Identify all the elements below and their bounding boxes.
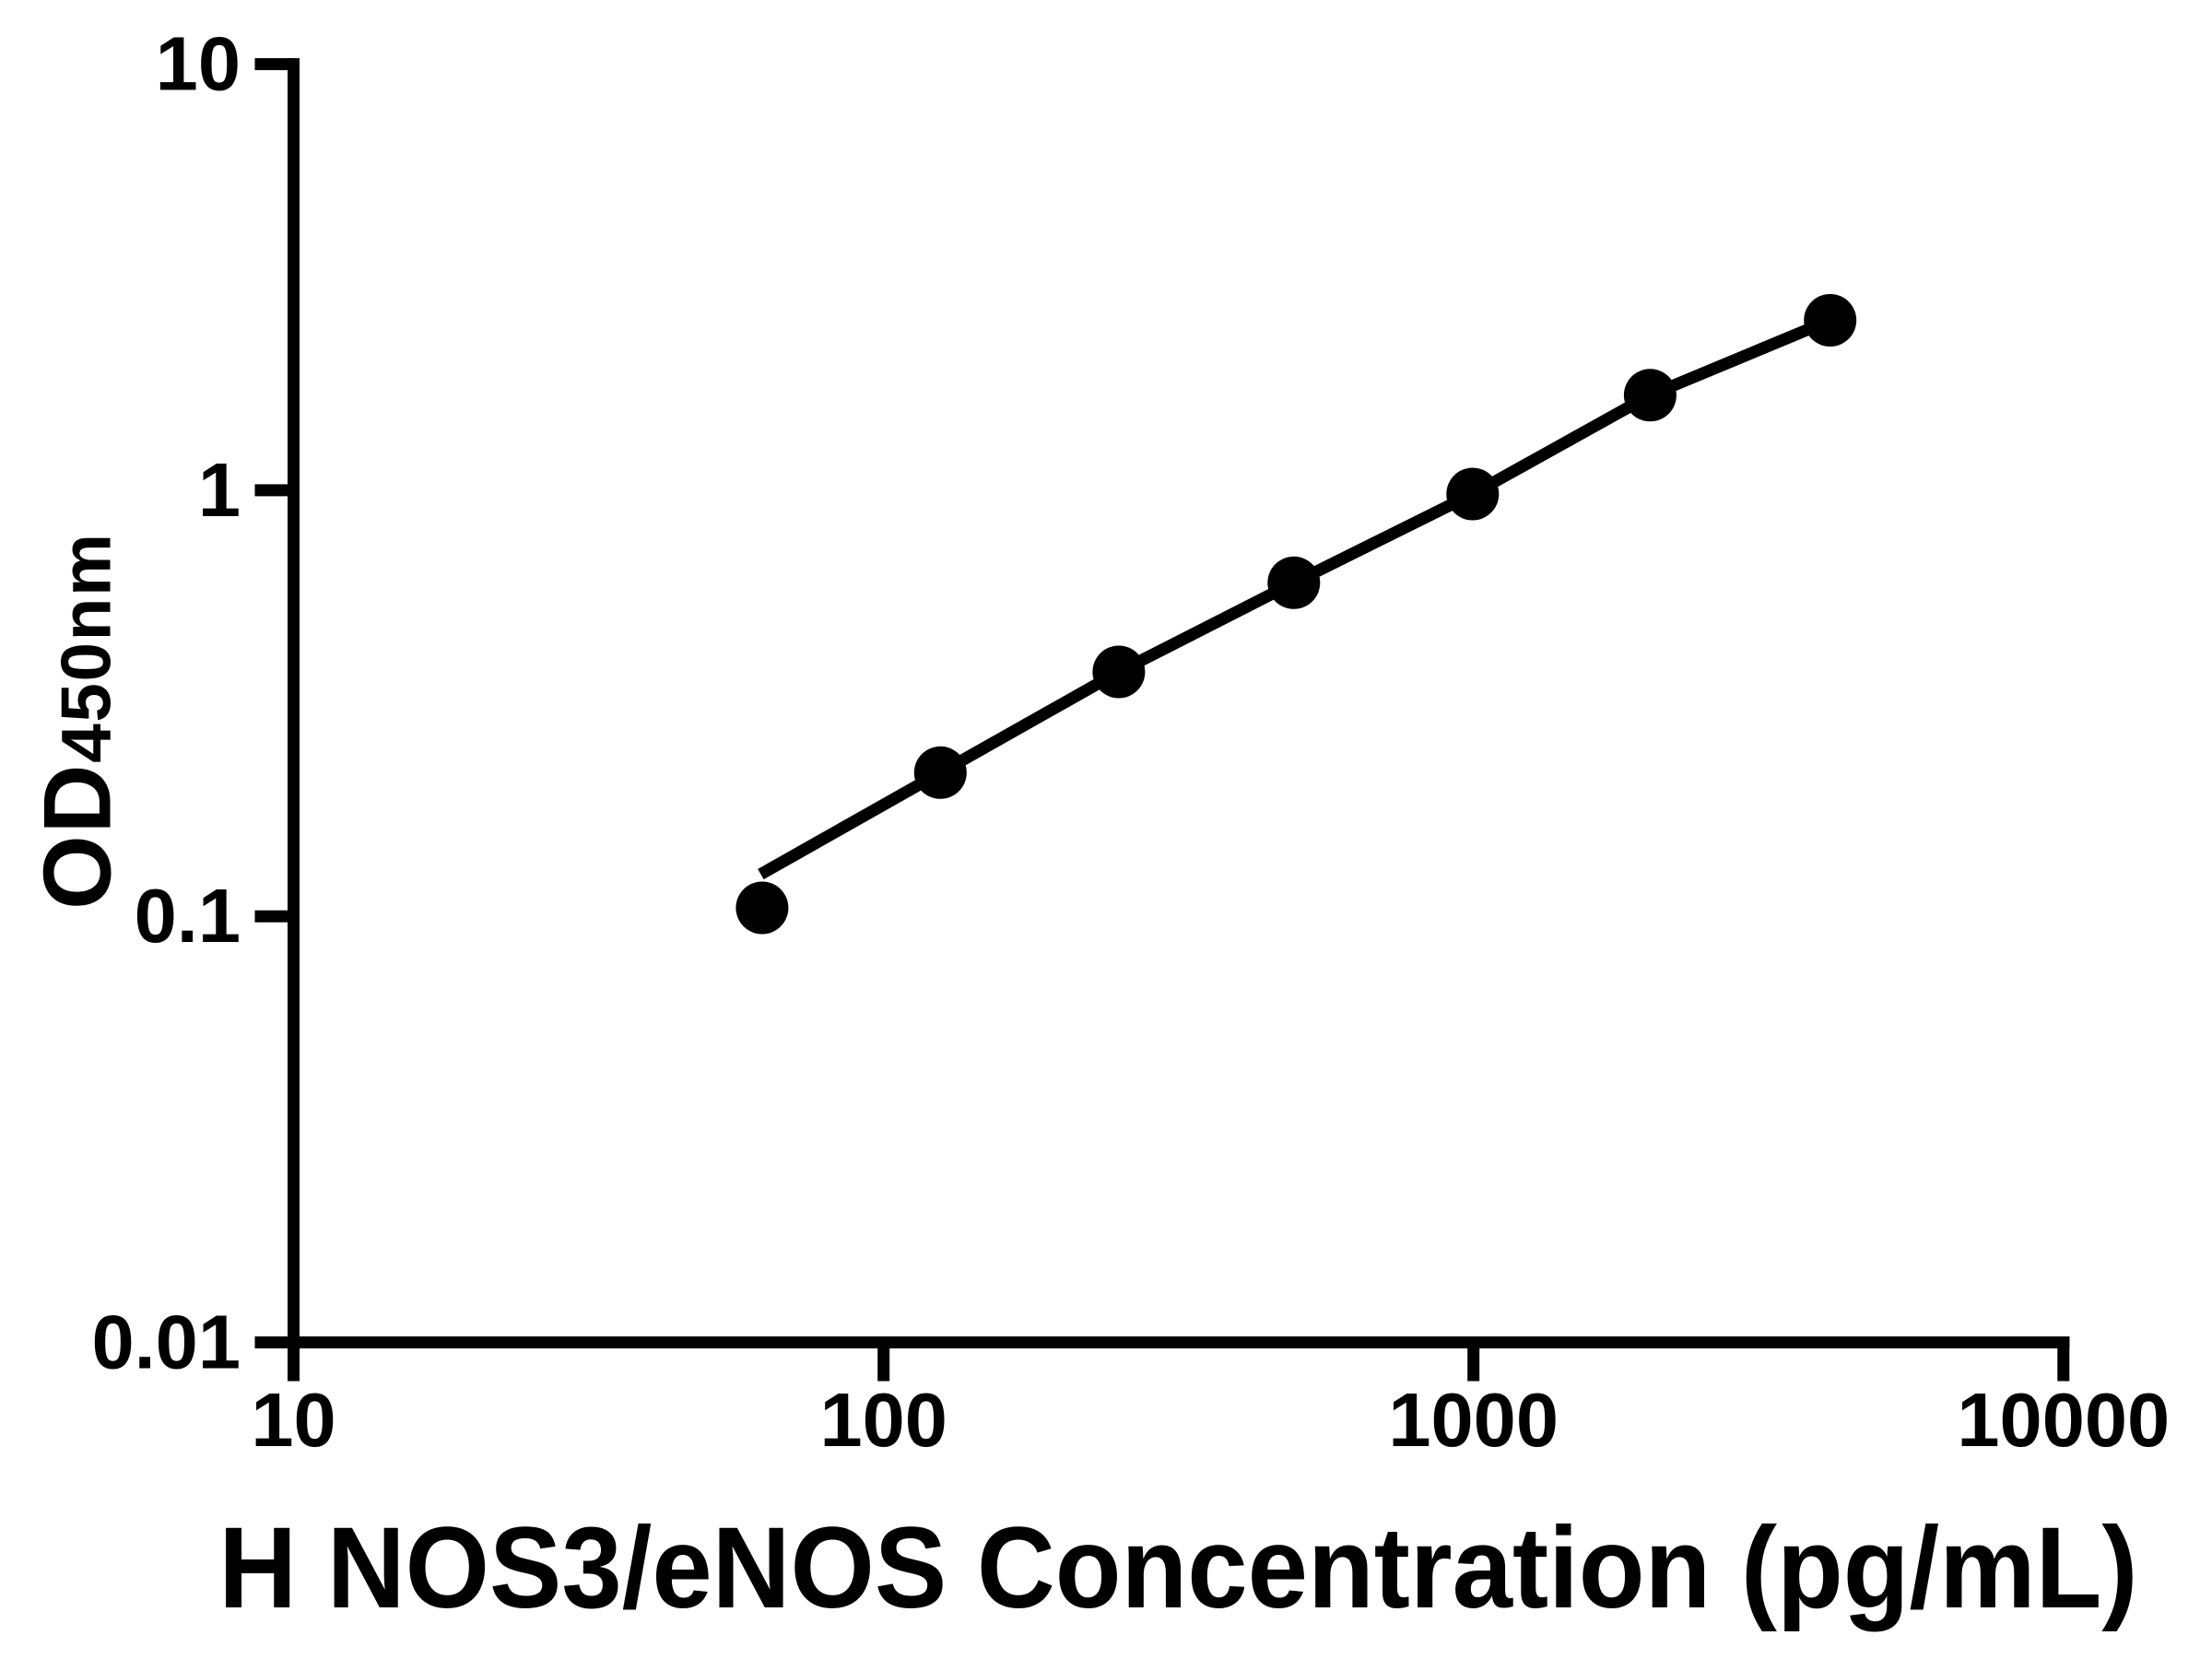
- svg-text:100: 100: [819, 1377, 947, 1463]
- svg-text:0.1: 0.1: [135, 873, 241, 959]
- svg-text:1000: 1000: [1388, 1377, 1559, 1463]
- svg-text:H NOS3/eNOS Concentration (pg/: H NOS3/eNOS Concentration (pg/mL): [218, 1503, 2137, 1632]
- svg-text:10: 10: [251, 1377, 335, 1463]
- svg-text:10: 10: [156, 21, 241, 107]
- svg-text:1: 1: [198, 447, 241, 533]
- svg-text:10000: 10000: [1957, 1377, 2170, 1463]
- svg-text:0.01: 0.01: [91, 1300, 241, 1385]
